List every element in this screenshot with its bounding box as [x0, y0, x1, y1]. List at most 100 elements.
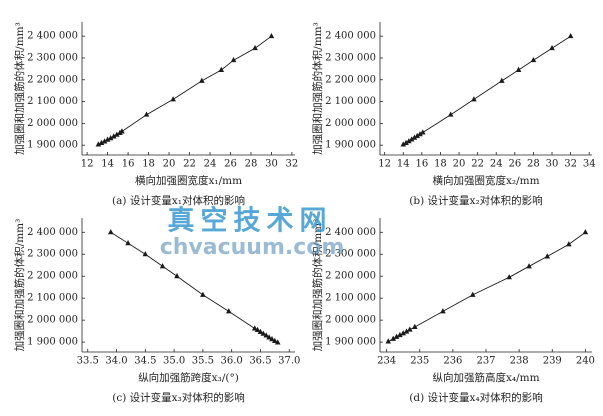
point-marker [414, 132, 420, 139]
y-tick-label: 2 000 000 [325, 118, 376, 129]
point-marker [411, 323, 418, 329]
x-tick-label: 33.5 [77, 356, 99, 367]
x-axis-label: 横向加强圈宽度x₂/mm [432, 174, 539, 187]
x-tick-label: 24 [490, 159, 503, 170]
y-tick-label: 2 200 000 [325, 74, 376, 85]
x-axis-label: 纵向加强筋跨度x₃/(°) [138, 371, 239, 384]
x-tick-label: 238 [510, 356, 529, 367]
x-tick-label: 16 [415, 159, 428, 170]
x-tick-label: 20 [163, 159, 176, 170]
y-tick-label: 2 300 000 [325, 249, 376, 260]
point-marker [419, 129, 426, 135]
y-tick-label: 2 300 000 [325, 52, 376, 63]
x-tick-label: 30 [546, 159, 559, 170]
point-marker [174, 273, 180, 279]
y-tick-label: 2 400 000 [27, 31, 78, 42]
x-tick-label: 34.5 [134, 356, 156, 367]
point-marker [567, 32, 574, 39]
point-marker [566, 241, 572, 247]
y-tick-label: 2 300 000 [27, 249, 78, 260]
point-marker [251, 325, 258, 331]
x-tick-label: 35.5 [192, 356, 214, 367]
point-marker [408, 136, 415, 142]
point-marker [393, 333, 400, 339]
x-tick-label: 34 [583, 159, 596, 170]
x-tick-label: 26 [224, 159, 237, 170]
y-tick-label: 1 900 000 [325, 337, 376, 348]
point-marker [390, 335, 397, 341]
x-tick-label: 240 [576, 356, 595, 367]
point-marker [447, 111, 454, 117]
point-marker [107, 229, 114, 235]
point-marker [407, 326, 413, 332]
y-tick-label: 2 000 000 [27, 118, 78, 129]
x-tick-label: 234 [377, 356, 396, 367]
point-marker [269, 336, 275, 342]
y-tick-label: 2 000 000 [325, 315, 376, 326]
y-tick-label: 2 100 000 [325, 96, 376, 107]
x-tick-label: 35.0 [163, 356, 185, 367]
point-marker [385, 338, 392, 344]
point-marker [411, 134, 418, 140]
x-tick-label: 36.5 [249, 356, 271, 367]
point-marker [544, 253, 551, 259]
point-marker [142, 251, 149, 257]
x-tick-label: 26 [508, 159, 521, 170]
point-marker [469, 291, 476, 297]
y-tick-label: 1 900 000 [27, 140, 78, 151]
point-marker [274, 339, 281, 345]
x-tick-label: 36.0 [221, 356, 243, 367]
x-tick-label: 20 [453, 159, 466, 170]
point-marker [218, 66, 225, 72]
point-marker [252, 44, 258, 51]
x-tick-label: 22 [471, 159, 484, 170]
y-tick-label: 2 100 000 [27, 96, 78, 107]
point-marker [170, 96, 176, 102]
x-tick-label: 34.0 [105, 356, 127, 367]
x-tick-label: 237 [476, 356, 495, 367]
x-axis-label: 横向加强圈宽度x₁/mm [135, 174, 242, 187]
x-tick-label: 28 [527, 159, 540, 170]
x-tick-label: 22 [183, 159, 196, 170]
x-tick-label: 18 [434, 159, 447, 170]
point-marker [98, 139, 105, 146]
point-marker [260, 330, 267, 336]
point-marker [199, 77, 205, 83]
y-axis-label: 加强圈和加强筋的体积/mm³ [311, 22, 324, 155]
caption: (d) 设计变量x₄对体积的影响 [409, 391, 542, 404]
x-tick-label: 16 [122, 159, 135, 170]
x-tick-label: 32 [286, 159, 299, 170]
caption: (b) 设计变量x₂对体积的影响 [409, 194, 542, 207]
x-tick-label: 12 [81, 159, 94, 170]
point-marker [266, 334, 272, 340]
y-tick-label: 2 100 000 [325, 293, 376, 304]
y-tick-label: 2 100 000 [27, 293, 78, 304]
x-tick-label: 14 [101, 159, 114, 170]
point-marker [143, 111, 150, 117]
point-marker [417, 131, 423, 137]
caption: (a) 设计变量x₁对体积的影响 [112, 194, 245, 207]
x-tick-label: 24 [204, 159, 217, 170]
point-marker [506, 274, 512, 280]
point-marker [257, 328, 264, 335]
point-marker [400, 141, 407, 147]
x-tick-label: 37.0 [278, 356, 300, 367]
point-marker [200, 291, 206, 297]
point-marker [397, 331, 403, 338]
x-tick-label: 239 [543, 356, 562, 367]
y-tick-label: 2 400 000 [325, 227, 376, 238]
point-marker [263, 332, 270, 338]
point-marker [403, 328, 410, 334]
watermark-title: 真空技术网 [168, 205, 333, 237]
x-tick-label: 28 [245, 159, 258, 170]
y-tick-label: 2 000 000 [27, 315, 78, 326]
point-marker [400, 330, 406, 336]
point-marker [104, 136, 111, 142]
y-tick-label: 2 400 000 [325, 31, 376, 42]
watermark-url: chvacuum.com [160, 235, 345, 260]
y-tick-label: 2 300 000 [27, 52, 78, 63]
x-tick-label: 18 [142, 159, 155, 170]
point-marker [530, 56, 537, 63]
